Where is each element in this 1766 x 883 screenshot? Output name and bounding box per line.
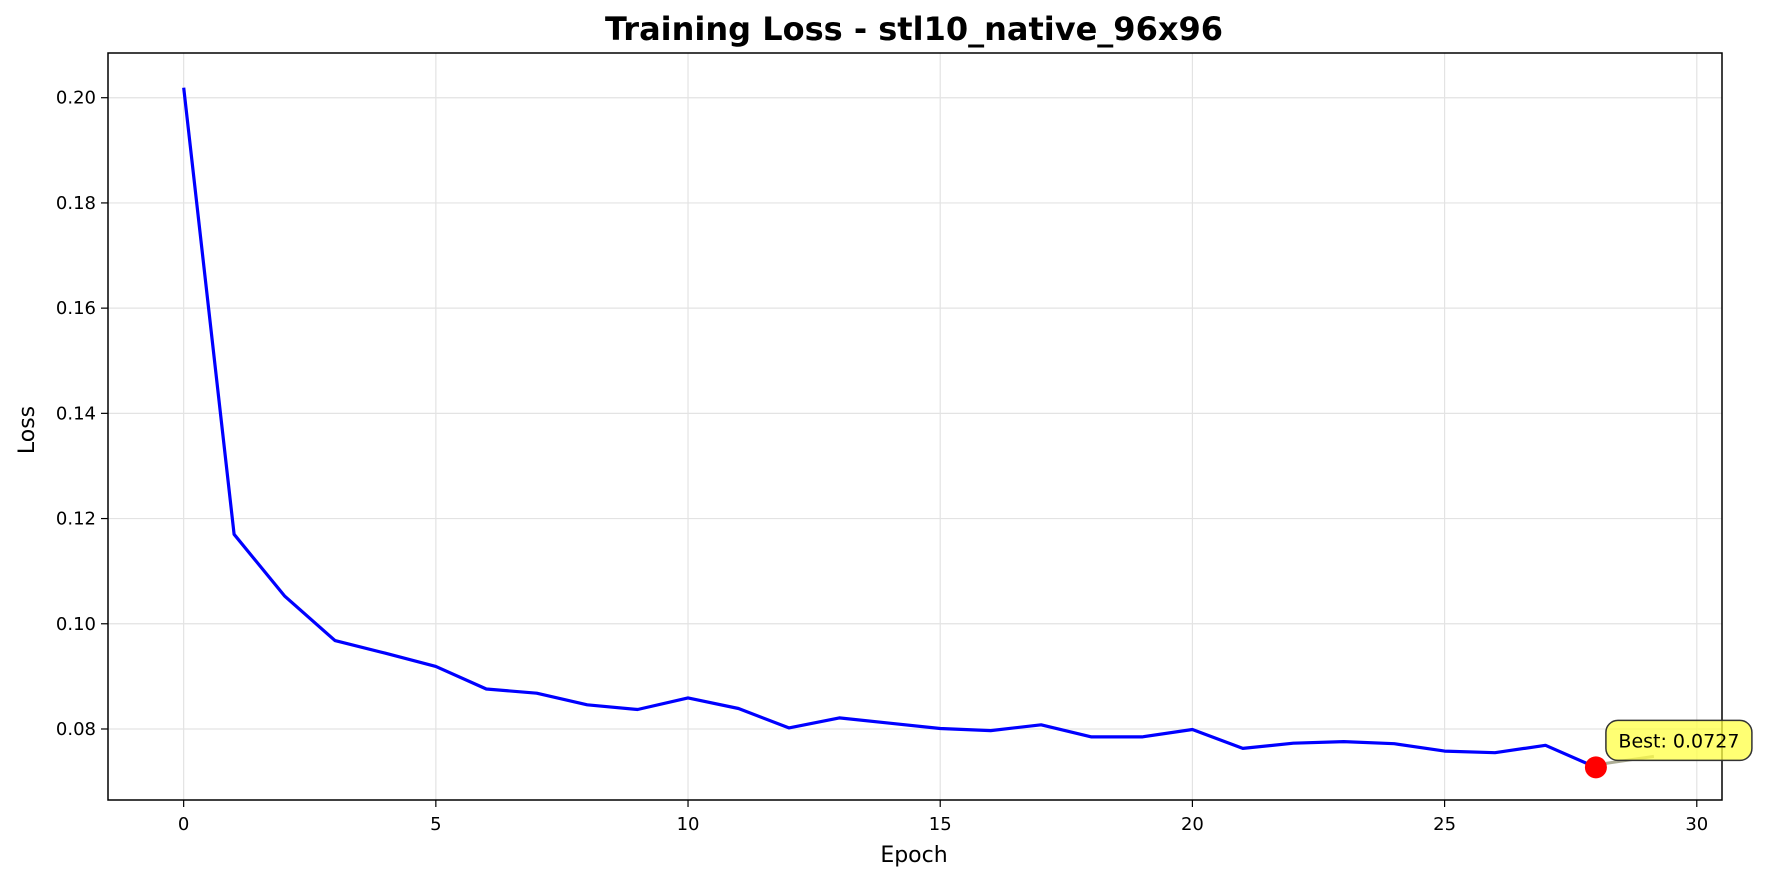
data-point <box>887 721 892 726</box>
x-tick-label: 25 <box>1433 814 1456 835</box>
best-point-marker <box>1584 756 1607 779</box>
data-point <box>1039 722 1044 727</box>
x-tick-label: 0 <box>178 814 189 835</box>
data-point <box>1190 727 1195 732</box>
plot-frame <box>107 52 1723 801</box>
data-point <box>383 651 388 656</box>
x-tick-label: 20 <box>1181 814 1204 835</box>
x-axis-label: Epoch <box>880 843 947 868</box>
data-point <box>1139 734 1144 739</box>
data-point <box>1442 749 1447 754</box>
y-tick-label: 0.12 <box>56 509 96 530</box>
data-point <box>736 706 741 711</box>
y-tick-label: 0.16 <box>56 298 96 319</box>
data-point <box>585 702 590 707</box>
data-point <box>786 725 791 730</box>
y-tick-label: 0.08 <box>56 719 96 740</box>
data-point <box>1291 741 1296 746</box>
data-point <box>232 532 237 537</box>
data-point <box>1089 734 1094 739</box>
x-tick-label: 10 <box>677 814 700 835</box>
data-point <box>181 85 186 90</box>
y-tick-label: 0.14 <box>56 403 96 424</box>
data-point <box>1240 746 1245 751</box>
data-point <box>332 638 337 643</box>
data-point <box>484 687 489 692</box>
y-ticks: 0.08 0.10 0.12 0.14 0.16 0.18 0.20 <box>56 88 108 740</box>
x-ticks: 0 5 10 15 20 25 30 <box>178 800 1708 835</box>
data-point <box>282 593 287 598</box>
chart-title: Training Loss - stl10_native_96x96 <box>605 10 1223 48</box>
x-tick-label: 15 <box>929 814 952 835</box>
annotation-text: Best: 0.0727 <box>1618 730 1739 752</box>
x-tick-label: 30 <box>1685 814 1708 835</box>
data-point <box>988 728 993 733</box>
best-annotation: Best: 0.0727 <box>1584 719 1753 779</box>
data-point <box>1341 739 1346 744</box>
data-point <box>1493 750 1498 755</box>
series-layer <box>181 85 1597 769</box>
data-point <box>534 691 539 696</box>
data-point <box>837 715 842 720</box>
x-tick-label: 5 <box>430 814 441 835</box>
data-point <box>686 695 691 700</box>
data-point <box>1543 743 1548 748</box>
y-tick-label: 0.18 <box>56 193 96 214</box>
data-point <box>433 664 438 669</box>
y-axis-label: Loss <box>15 406 40 454</box>
data-point <box>635 707 640 712</box>
y-tick-label: 0.10 <box>56 614 96 635</box>
loss-series-line <box>182 87 1597 769</box>
data-point <box>1392 741 1397 746</box>
y-tick-label: 0.20 <box>56 88 96 109</box>
grid <box>108 53 1722 800</box>
data-point <box>938 726 943 731</box>
annotation-box <box>1605 719 1753 762</box>
